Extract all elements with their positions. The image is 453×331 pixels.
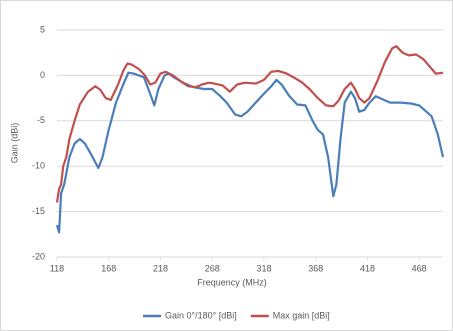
series-line — [55, 71, 445, 234]
x-tick-label: 468 — [412, 263, 427, 273]
x-tick-label: 118 — [50, 263, 64, 273]
x-tick-label: 318 — [256, 263, 271, 273]
y-axis-title: Gain (dBi) — [9, 123, 19, 164]
y-tick-label: 0 — [40, 70, 45, 80]
series-line — [55, 45, 444, 203]
y-tick-label: -20 — [32, 251, 45, 261]
y-tick-label: -5 — [37, 115, 45, 125]
y-tick-label: -15 — [32, 206, 45, 216]
x-tick-label: 218 — [153, 263, 168, 273]
x-axis-title: Frequency (MHz) — [197, 277, 267, 287]
y-tick-label: 5 — [40, 24, 45, 34]
x-tick-label: 168 — [101, 263, 116, 273]
x-tick-label: 368 — [308, 263, 323, 273]
x-tick-label: 418 — [360, 263, 375, 273]
legend-label: Max gain [dBi] — [273, 310, 330, 320]
x-tick-label: 268 — [205, 263, 220, 273]
y-tick-label: -10 — [32, 161, 45, 171]
legend-label: Gain 0°/180° [dBi] — [165, 310, 237, 320]
